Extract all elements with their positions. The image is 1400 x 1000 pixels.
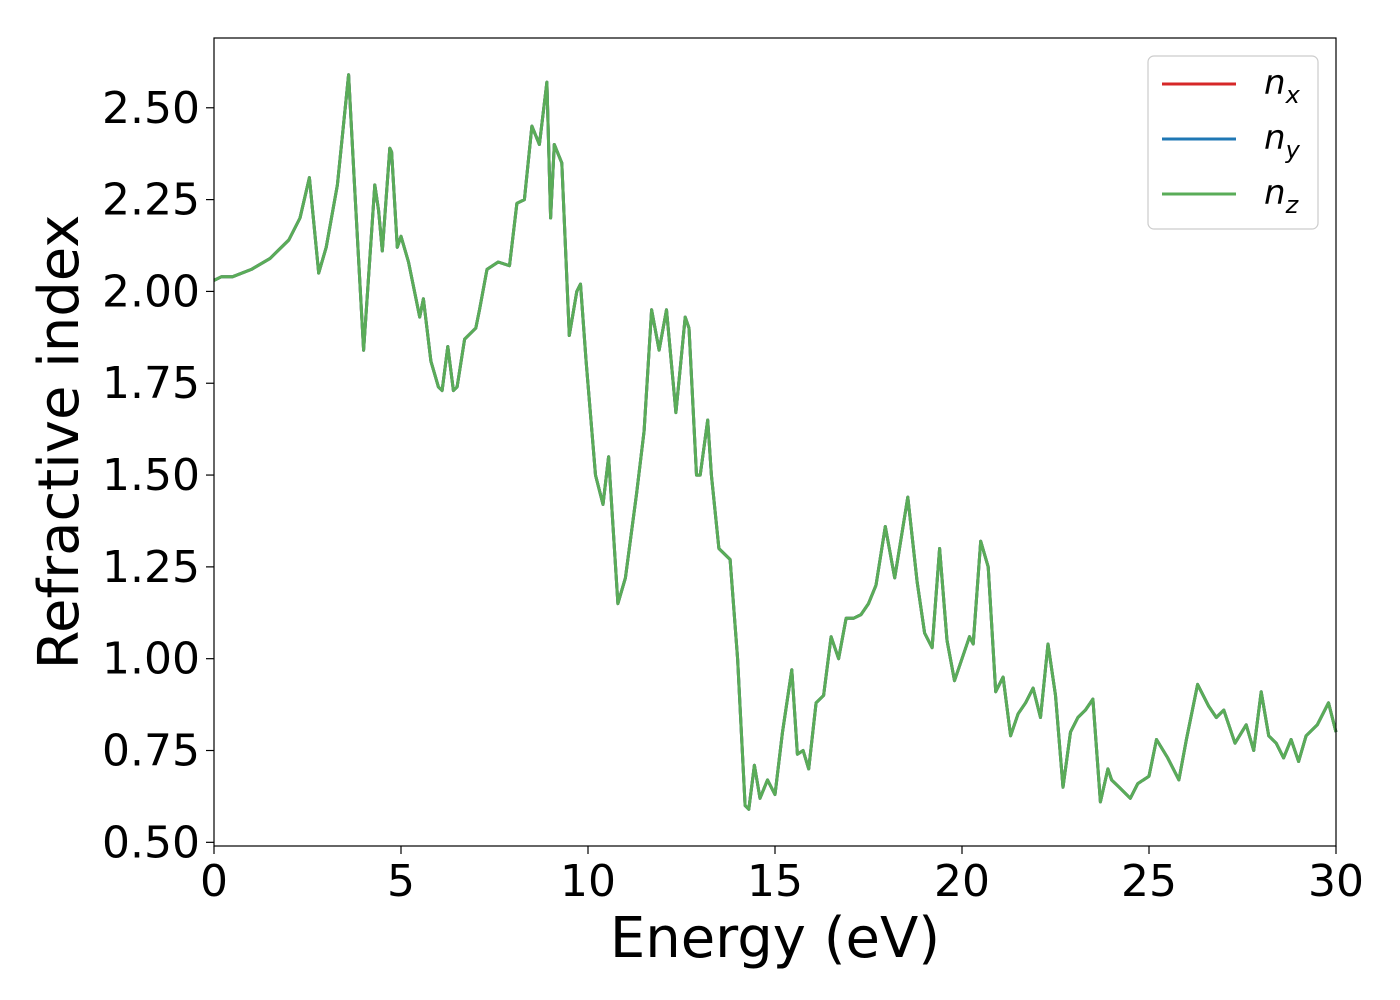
x-tick-label: 30: [1308, 856, 1364, 907]
x-tick-label: 20: [934, 856, 990, 907]
y-tick-label: 0.75: [102, 726, 200, 777]
y-tick-label: 1.75: [102, 358, 200, 409]
legend-label-nz: nz: [1264, 173, 1300, 219]
y-tick-label: 2.25: [102, 175, 200, 226]
legend-label-ny: ny: [1264, 118, 1301, 164]
x-tick-label: 15: [747, 856, 803, 907]
y-axis-ticks: 0.50 0.75 1.00 1.25 1.50 1.75 2.00 2.25 2.50: [102, 83, 214, 868]
x-axis-label: Energy (eV): [610, 906, 940, 971]
series-line-nz: [213, 73, 1338, 811]
x-axis-ticks: 0 5 10 15 20 25 30: [200, 846, 1364, 907]
legend-label-nx: nx: [1264, 63, 1301, 109]
y-axis-label: Refractive index: [27, 215, 92, 670]
y-tick-label: 1.50: [102, 450, 200, 501]
y-tick-label: 1.00: [102, 634, 200, 685]
legend-box: [1147, 55, 1319, 230]
x-tick-label: 5: [387, 856, 415, 907]
x-tick-label: 0: [200, 856, 228, 907]
y-tick-label: 2.50: [102, 83, 200, 134]
legend: nx ny nz: [1147, 55, 1319, 230]
x-tick-label: 10: [560, 856, 616, 907]
y-tick-label: 2.00: [102, 266, 200, 317]
series-layer: [213, 73, 1338, 811]
x-tick-label: 25: [1121, 856, 1177, 907]
y-tick-label: 0.50: [102, 817, 200, 868]
y-tick-label: 1.25: [102, 542, 200, 593]
